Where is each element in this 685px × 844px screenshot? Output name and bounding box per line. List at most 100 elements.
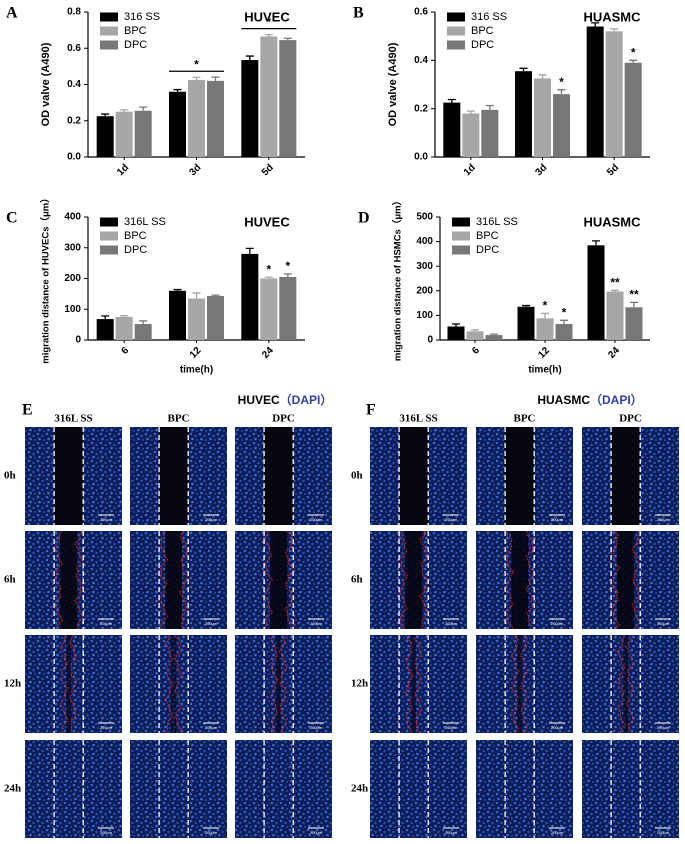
x-axis-label: time(h) bbox=[528, 365, 561, 376]
migration-front bbox=[73, 530, 85, 630]
legend-label: DPC bbox=[471, 39, 494, 51]
legend-label: DPC bbox=[124, 39, 147, 51]
bar bbox=[534, 78, 551, 157]
bar bbox=[241, 60, 259, 157]
panel-label: B bbox=[353, 5, 364, 22]
legend-swatch bbox=[100, 231, 118, 241]
error-bar bbox=[173, 288, 182, 291]
y-tick-label: 0.4 bbox=[414, 55, 428, 66]
legend-label: DPC bbox=[124, 244, 147, 256]
scale-bar-label: 200μm bbox=[445, 621, 458, 626]
significance: * bbox=[559, 75, 564, 89]
legend-label: 316 SS bbox=[471, 11, 507, 23]
micrograph-cells bbox=[476, 740, 573, 838]
error-bar bbox=[245, 247, 254, 254]
y-tick-label: 300 bbox=[416, 261, 433, 272]
x-tick-label: 12 bbox=[536, 345, 552, 361]
y-tick-label: 0.6 bbox=[67, 43, 81, 54]
significance: ** bbox=[610, 275, 620, 289]
micrograph-cells bbox=[130, 635, 227, 733]
bar bbox=[625, 307, 643, 340]
scale-bar-label: 200μm bbox=[657, 830, 670, 835]
bar bbox=[586, 26, 604, 157]
significance: * bbox=[266, 15, 271, 29]
scale-bar-label: 200μm bbox=[310, 830, 323, 835]
row-label: 12h bbox=[4, 678, 21, 690]
y-tick-label: 400 bbox=[64, 212, 81, 223]
migration-front bbox=[178, 530, 190, 630]
error-bar bbox=[264, 34, 273, 37]
panel-title-stain: （DAPI） bbox=[280, 392, 333, 407]
significance: * bbox=[562, 305, 567, 319]
bar bbox=[517, 306, 535, 340]
bar bbox=[134, 110, 152, 157]
panel-title-stain: （DAPI） bbox=[590, 392, 643, 407]
migration-front bbox=[525, 530, 535, 630]
y-axis-label: OD valve (A490) bbox=[40, 42, 52, 126]
error-bar bbox=[519, 67, 528, 72]
scale-bar-label: 200μm bbox=[551, 830, 564, 835]
bar bbox=[115, 111, 133, 157]
bar bbox=[605, 31, 623, 157]
error-bar bbox=[522, 304, 530, 307]
migration-front bbox=[397, 530, 409, 630]
scale-bar-label: 200μm bbox=[657, 725, 670, 730]
panel-label: F bbox=[366, 402, 376, 419]
row-label: 0h bbox=[351, 470, 363, 482]
error-bar bbox=[471, 329, 479, 332]
bar bbox=[169, 290, 186, 340]
micrograph-cells bbox=[582, 635, 679, 733]
scratch-gap bbox=[517, 635, 523, 733]
scratch-gap bbox=[623, 635, 629, 733]
y-tick-label: 300 bbox=[64, 242, 81, 253]
error-bar bbox=[283, 37, 292, 41]
row-label: 0h bbox=[4, 470, 16, 482]
scale-bar-label: 200μm bbox=[657, 517, 670, 522]
bar bbox=[555, 324, 573, 340]
y-tick-label: 200 bbox=[416, 285, 433, 296]
x-tick-label: 1d bbox=[115, 162, 131, 178]
legend-label: BPC bbox=[124, 230, 147, 242]
scale-bar-label: 200μm bbox=[310, 517, 323, 522]
scratch-gap bbox=[270, 531, 288, 629]
panel-label: C bbox=[6, 210, 18, 227]
legend-label: 316L SS bbox=[476, 216, 518, 228]
y-tick-label: 0.0 bbox=[414, 152, 428, 163]
scale-bar-label: 200μm bbox=[205, 517, 218, 522]
error-bar bbox=[452, 323, 460, 327]
scratch-gap bbox=[511, 531, 529, 629]
y-tick-label: 100 bbox=[416, 310, 433, 321]
bar bbox=[169, 91, 186, 157]
scale-bar-label: 200μm bbox=[310, 725, 323, 730]
scratch-gap bbox=[399, 427, 429, 525]
bar bbox=[279, 40, 297, 157]
y-axis-label: migration distance of HSMCs（μm） bbox=[392, 196, 404, 361]
error-bar bbox=[630, 301, 638, 308]
bar bbox=[115, 316, 133, 340]
error-bar bbox=[283, 273, 292, 277]
scratch-gap bbox=[405, 531, 423, 629]
bar bbox=[466, 331, 484, 340]
scale-bar-label: 200μm bbox=[100, 830, 113, 835]
error-bar bbox=[192, 76, 201, 80]
bar bbox=[188, 298, 205, 340]
bar bbox=[443, 102, 461, 157]
legend-label: BPC bbox=[476, 230, 499, 242]
scratch-gap bbox=[411, 635, 417, 733]
migration-front bbox=[414, 634, 422, 734]
error-bar bbox=[485, 104, 494, 110]
x-tick-label: 3d bbox=[187, 162, 203, 178]
bar bbox=[624, 62, 642, 157]
scratch-gap bbox=[54, 427, 84, 525]
error-bar bbox=[611, 289, 619, 292]
scale-bar-label: 200μm bbox=[310, 621, 323, 626]
y-tick-label: 0.0 bbox=[67, 152, 81, 163]
column-header: DPC bbox=[619, 413, 642, 425]
legend-swatch bbox=[100, 217, 118, 227]
panel-title: HUASMC（DAPI） bbox=[537, 392, 642, 407]
significance: * bbox=[631, 46, 636, 60]
scale-bar-label: 200μm bbox=[551, 517, 564, 522]
scale-bar-label: 200μm bbox=[551, 621, 564, 626]
y-tick-label: 0.2 bbox=[414, 103, 428, 114]
x-tick-label: 24 bbox=[260, 345, 276, 361]
